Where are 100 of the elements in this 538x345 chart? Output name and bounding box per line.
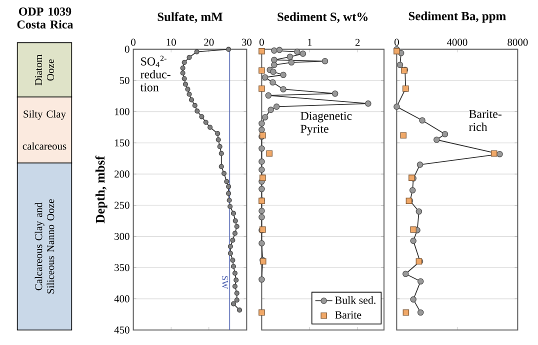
point [496,150,503,158]
point [258,48,265,54]
x-tick-label: 0 [394,38,399,46]
point [258,166,265,173]
point [273,104,280,110]
point [180,65,186,71]
point [230,210,236,216]
point [182,82,188,87]
text: Calcareous Clay and Siliceous Nanno Ooze [34,199,54,294]
point [194,108,200,114]
ref-line-label: SW [222,276,228,289]
text: ODP 1039 Costa Rica [17,8,74,29]
point [185,86,190,92]
point [228,250,233,256]
point [442,130,448,138]
y-tick-label: 350 [114,264,130,272]
point [186,54,192,60]
point [203,120,208,125]
x-tick-label: 4000 [446,38,468,46]
point [419,117,426,124]
annotation: Diagenetic Pyrite [300,112,352,136]
point [232,218,238,224]
point [280,86,286,92]
point [258,309,265,316]
point [400,132,407,139]
point [232,270,238,276]
point [180,70,186,76]
text: Silty Clay [24,110,66,120]
point [186,92,192,97]
point [230,301,236,306]
point [266,150,273,157]
y-tick-label: 0 [124,46,130,53]
point [232,230,238,236]
point [218,164,224,170]
point [322,58,328,64]
x-tick-label: 20 [204,38,214,46]
text: Diatom Ooze [35,54,54,86]
legend-label: Bulk sed. [335,296,376,304]
point [234,298,240,303]
point [228,244,233,249]
point [410,238,416,244]
point [258,126,265,133]
point [215,130,220,136]
point [262,74,268,81]
point [271,56,278,64]
point [271,62,278,68]
point [332,90,338,97]
point [226,46,232,52]
point [234,278,239,283]
point [396,62,404,68]
point [294,48,300,55]
point [286,54,294,60]
point [228,204,233,210]
point [402,309,410,316]
point [270,79,276,86]
point [224,178,230,184]
point [260,174,266,181]
point [262,114,268,120]
point [234,290,240,296]
y-tick-label: 200 [114,170,130,178]
point [268,106,274,113]
x-tick-label: 8000 [508,38,528,46]
point [194,49,200,54]
point [226,184,232,190]
point [490,150,498,157]
point [188,97,194,102]
point [182,76,187,82]
point [416,162,424,168]
point [258,214,265,220]
point [258,186,265,192]
point [410,296,416,303]
point [270,68,276,75]
x-tick-label: 30 [242,38,252,46]
y-tick-label: 100 [115,108,130,116]
y-axis-title: Depth, mbsf [95,156,108,224]
x-tick-label: 0 [259,38,264,46]
point [230,264,236,269]
y-tick-label: 400 [114,295,130,302]
x-tick-label: 1 [308,38,312,46]
point [230,258,236,263]
point [258,208,265,214]
point [258,145,265,152]
point [199,114,204,120]
point [182,60,187,65]
point [265,92,272,99]
point [207,124,213,130]
point [409,187,416,194]
point [280,72,286,78]
point [258,85,265,92]
point [226,190,232,196]
y-tick-label: 50 [120,76,130,84]
point [232,284,238,289]
point [216,137,221,142]
y-tick-label: 300 [114,232,130,240]
point [217,144,222,150]
legend-label: Barite [335,311,362,319]
point [402,270,409,278]
point [258,67,265,74]
chart-title: Sediment S, wt% [278,12,368,23]
point [221,170,227,176]
